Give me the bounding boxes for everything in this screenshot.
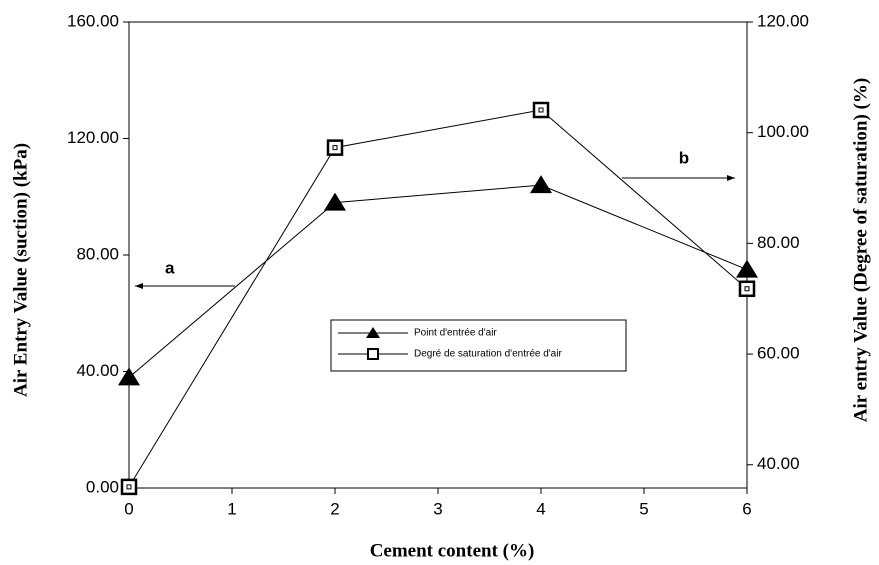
x-tick-label: 6 [742, 499, 751, 518]
y-tick-label: 120.00 [67, 128, 119, 147]
annotation-b: b [679, 148, 689, 167]
x-tick-label: 3 [433, 499, 442, 518]
marker-square-inner [332, 145, 338, 151]
marker-triangle [324, 192, 346, 211]
x-tick-label: 5 [639, 499, 648, 518]
y-tick-label: 40.00 [76, 361, 119, 380]
x-tick-label: 4 [536, 499, 545, 518]
y2-tick-label: 100.00 [757, 122, 809, 141]
y-tick-label: 0.00 [86, 477, 119, 496]
marker-triangle [530, 175, 552, 194]
x-tick-label: 1 [227, 499, 236, 518]
y2-tick-label: 120.00 [757, 11, 809, 30]
series-line [128, 184, 748, 378]
plot-frame [128, 21, 748, 489]
marker-square-inner [538, 107, 544, 113]
legend-marker [366, 327, 380, 338]
legend-label: Degré de saturation d'entrée d'air [414, 349, 562, 360]
marker-triangle [118, 367, 140, 386]
marker-square-inner [744, 286, 750, 292]
x-axis-title: Cement content (%) [370, 540, 535, 561]
legend-box [330, 319, 627, 372]
legend-label: Point d'entrée d'air [414, 328, 497, 339]
x-tick-label: 2 [330, 499, 339, 518]
y-tick-label: 160.00 [67, 11, 119, 30]
arrow-head [727, 175, 735, 181]
series-line [128, 109, 748, 488]
y2-tick-label: 60.00 [757, 344, 800, 363]
y-axis-title: Air Entry Value (suction) (kPa) [10, 143, 31, 397]
y-tick-label: 80.00 [76, 244, 119, 263]
annotation-a: a [165, 258, 175, 277]
legend-marker [367, 348, 379, 360]
marker-square-inner [126, 484, 132, 490]
y2-tick-label: 80.00 [757, 233, 800, 252]
marker-triangle [736, 259, 758, 278]
arrow-head [135, 283, 143, 289]
x-tick-label: 0 [124, 499, 133, 518]
y2-tick-label: 40.00 [757, 454, 800, 473]
y2-axis-title: Air entry Value (Degree of saturation) (… [850, 78, 871, 422]
